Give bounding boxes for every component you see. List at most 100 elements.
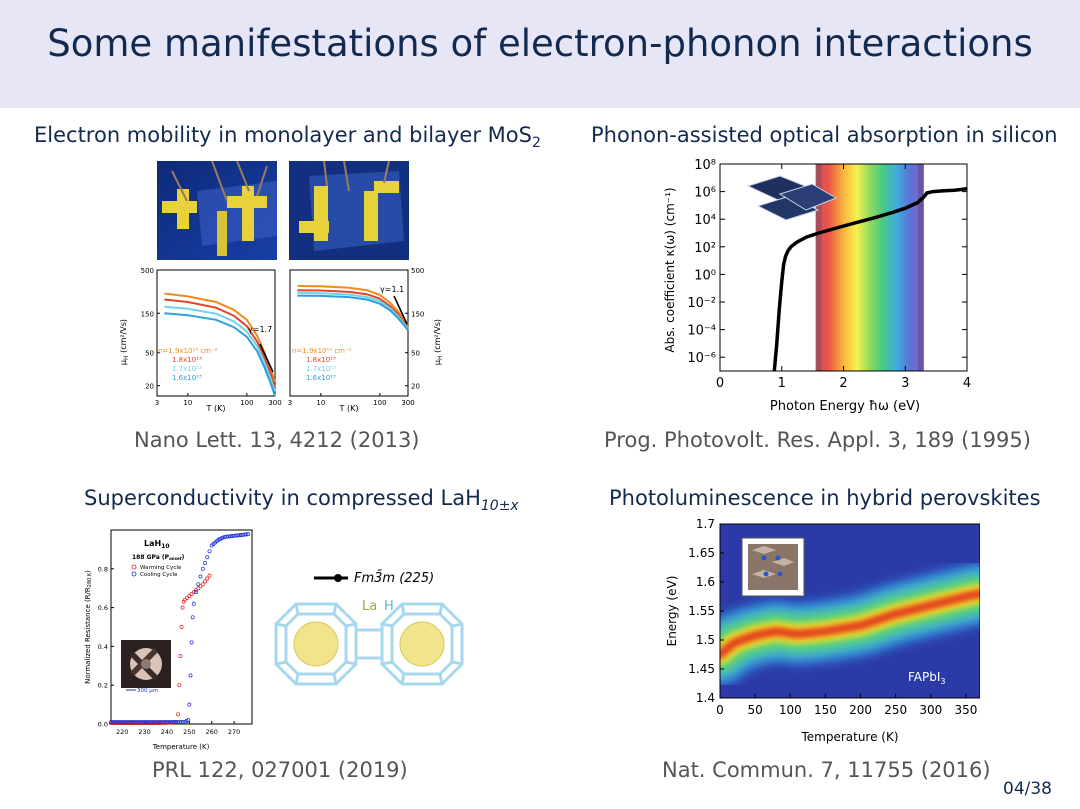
mos2-left-xtick-label: 300 xyxy=(268,399,281,407)
silicon-absorption-chart: 0 1 2 3 4 10⁸ 10⁶ 10⁴ 10² 10⁰ 10⁻² 10⁻⁴ 10⁻⁶ Abs. co… xyxy=(663,158,971,414)
silicon-panel-title: Phonon-assisted optical absorption in si… xyxy=(591,123,1058,147)
silicon-ytick-label: 10⁻² xyxy=(687,296,716,311)
pl-ytick-label: 1.6 xyxy=(696,575,715,589)
mos2-right-xtick-label: 300 xyxy=(401,399,414,407)
mos2-device-photo-monolayer xyxy=(157,161,277,260)
lah10-point-warming xyxy=(196,586,201,591)
mos2-right-xtick-label: 100 xyxy=(373,399,386,407)
mos2-right-series-0 xyxy=(297,285,409,326)
lah10-point-cooling xyxy=(203,561,207,565)
mos2-left-slope-line xyxy=(259,343,274,373)
lah10-point-cooling xyxy=(191,601,196,606)
lah10-point-cooling xyxy=(109,720,113,725)
silicon-xtick-label: 3 xyxy=(901,376,909,391)
perovskite-crystal-inset xyxy=(741,537,805,597)
mos2-left-ytick-label: 50 xyxy=(145,350,154,358)
lah10-ylabel: Normalized Resistance (R/R280 K) xyxy=(84,570,93,684)
lah10-point-cooling xyxy=(151,720,156,725)
lah10-point-cooling xyxy=(200,566,205,571)
lah10-ytick-label: 0.2 xyxy=(98,682,108,690)
lah10-point-cooling xyxy=(146,720,151,725)
lah10-point-warming xyxy=(198,584,203,589)
lah10-point-cooling xyxy=(194,590,198,595)
pl-ytick-label: 1.55 xyxy=(688,604,715,618)
lah10-point-cooling xyxy=(166,720,171,725)
title-banner xyxy=(0,0,1080,108)
silicon-xlabel: Photon Energy ħω (eV) xyxy=(770,399,920,414)
lah10-point-cooling xyxy=(186,718,191,723)
silicon-ytick-label: 10² xyxy=(694,241,716,256)
warming-legend-marker xyxy=(131,564,137,570)
silicon-citation: Prog. Photovolt. Res. Appl. 3, 189 (1995… xyxy=(604,428,1031,452)
silicon-absorption-curve xyxy=(772,187,968,372)
lah10-point-cooling xyxy=(235,533,240,538)
structure-key-marker xyxy=(334,574,342,582)
hydrogen-bridge xyxy=(354,628,384,660)
lah10-point-warming xyxy=(191,590,196,595)
mos2-right-xtick-label: 3 xyxy=(288,399,292,407)
lah10-resistance-chart: 220 230 240 250 260 2700.00.20.40.60.8 LaH10 … xyxy=(84,529,253,751)
mos2-right-xlabel: T (K) xyxy=(339,404,359,413)
cooling-legend-label: Cooling Cycle xyxy=(140,572,178,578)
pl-xtick-label: 50 xyxy=(747,703,762,717)
silicon-xtick-label: 0 xyxy=(716,376,724,391)
lah10-point-cooling xyxy=(133,720,138,725)
lah10-point-warming xyxy=(176,712,181,717)
silicon-ylabel: Abs. coefficient κ(ω) (cm⁻¹) xyxy=(663,187,677,352)
mos2-left-xtick-label: 10 xyxy=(183,399,192,407)
lah10-point-warming xyxy=(182,597,187,602)
lah10-point-cooling xyxy=(116,720,121,725)
lah10-point-cooling xyxy=(122,720,127,725)
lah10-xtick-label: 260 xyxy=(206,728,218,736)
scale-bar-label: 300 μm xyxy=(137,688,158,694)
mos2-right-ytick-label: 50 xyxy=(411,350,420,358)
lah10-point-cooling xyxy=(246,532,251,537)
lah10-ytick-label: 0.0 xyxy=(98,721,108,729)
pl-ytick-label: 1.65 xyxy=(688,546,715,560)
material-label: FAPbI3 xyxy=(908,670,946,686)
lah10-pressure-label: 188 GPa (Ponset) xyxy=(132,554,185,561)
lah10-point-warming xyxy=(203,579,207,584)
lah10-xtick-label: 230 xyxy=(138,728,150,736)
lah10-point-cooling xyxy=(142,720,147,725)
mos2-right-ytick-label: 500 xyxy=(411,267,424,275)
lah10-crystal-structure: Fm3̄m (225) La H xyxy=(274,571,464,686)
warming-legend-label: Warming Cycle xyxy=(140,565,182,571)
pl-xtick-label: 300 xyxy=(919,703,942,717)
perovskite-citation: Nat. Commun. 7, 11755 (2016) xyxy=(662,758,991,782)
pl-xtick-label: 100 xyxy=(779,703,802,717)
lah10-point-cooling xyxy=(189,640,194,645)
silicon-ytick-label: 10⁸ xyxy=(694,158,716,173)
hydrogen-cage-right xyxy=(380,602,464,686)
mos2-right-series-2 xyxy=(297,291,409,330)
sample-micrograph xyxy=(121,640,171,688)
slide-title: Some manifestations of electron-phonon i… xyxy=(47,22,1033,65)
lah10-point-cooling xyxy=(187,702,192,707)
lah10-point-cooling xyxy=(135,720,140,725)
lah10-xtick-label: 250 xyxy=(183,728,195,736)
lah10-point-warming xyxy=(207,573,212,578)
mos2-left-xtick-label: 3 xyxy=(155,399,159,407)
pl-xtick-label: 0 xyxy=(716,703,724,717)
perovskite-pl-heatmap: 0 50 100 150 200 250 300 350 1.4 1.45 1.5 1.55 1.6 1.… xyxy=(665,517,980,744)
lah10-point-cooling xyxy=(198,574,203,579)
lah10-ytick-label: 0.4 xyxy=(98,643,108,651)
lah10-point-cooling xyxy=(163,720,168,725)
lah10-point-cooling xyxy=(123,720,128,725)
mos2-panel-title: Electron mobility in monolayer and bilay… xyxy=(34,123,541,152)
solar-panel-icon xyxy=(746,175,838,221)
la-atom-right xyxy=(399,621,445,667)
mos2-right-legend-0: n=1.9x10¹³ cm⁻² xyxy=(292,347,352,355)
pl-ytick-label: 1.5 xyxy=(696,633,715,647)
lah10-point-cooling xyxy=(114,720,119,725)
lah10-point-cooling xyxy=(205,555,210,560)
mos2-left-legend-0: n=1.9x10¹³ cm⁻² xyxy=(158,347,218,355)
lah10-point-warming xyxy=(178,654,183,659)
lah10-ytick-label: 0.8 xyxy=(98,565,108,573)
lah10-compound-label: LaH10 xyxy=(144,539,170,550)
mos2-right-ylabel: μH (cm²/Vs) xyxy=(433,319,444,365)
lah10-point-cooling xyxy=(181,720,186,725)
lah10-point-cooling xyxy=(120,720,125,725)
mos2-right-gamma: γ=1.1 xyxy=(380,285,404,294)
